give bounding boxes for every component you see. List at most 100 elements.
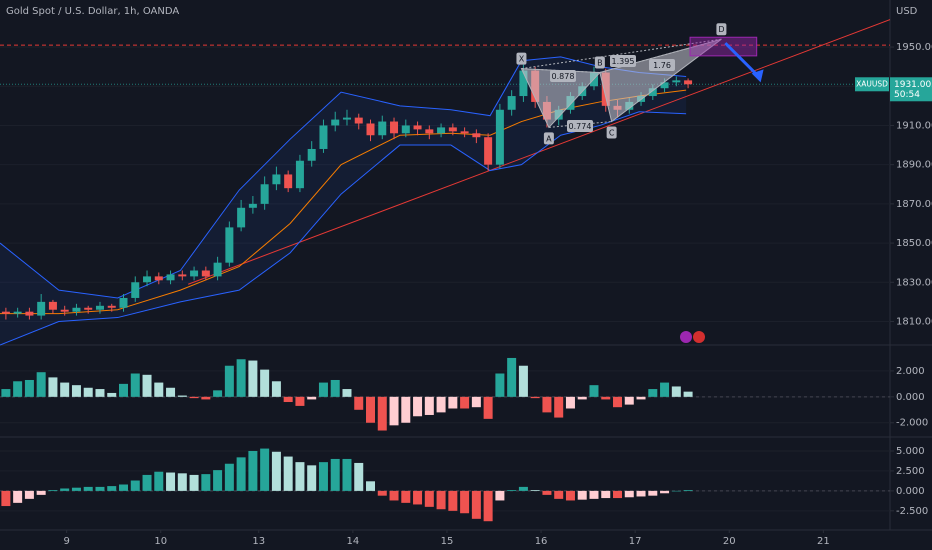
candle-body [331,119,340,126]
candle-body [295,160,304,189]
event-icon[interactable] [680,331,692,343]
pattern-point-box [594,56,605,69]
candle-body [684,80,693,85]
histogram-bar [342,389,352,397]
histogram-bar [413,490,423,505]
candle-body [437,127,446,134]
histogram-bar [577,396,587,400]
histogram-bar [436,396,446,413]
histogram-bar [377,490,387,496]
histogram-bar [648,389,658,397]
y-tick-label: 1910.000 [896,120,932,131]
x-tick-label: 15 [441,536,454,547]
pattern-ratio-line [521,68,600,74]
candle-body [342,117,351,120]
candle-body [237,207,246,228]
histogram-bar [389,396,399,426]
histogram-bar [518,365,528,397]
histogram-bar [95,486,105,491]
histogram-bar [283,456,293,491]
histogram-bar [36,490,46,495]
histogram-bar [213,390,223,397]
histogram-bar [36,372,46,397]
y-tick-label: 1850.000 [896,238,932,249]
histogram-bar [107,486,117,491]
candle-body [131,282,140,298]
ratio-box [649,59,675,71]
candle-body [425,129,434,134]
ratio-box [550,70,576,82]
y-tick-label: -2.500 [896,506,928,517]
candle-body [660,82,669,89]
histogram-bar [401,396,411,423]
histogram-bar [283,396,293,403]
histogram-bar [624,490,634,498]
candle-body [460,131,469,134]
histogram-bar [377,396,387,431]
candle-body [95,305,104,310]
price-box [890,77,932,102]
histogram-bar [166,387,176,397]
histogram-bar [389,490,399,501]
histogram-bar [330,379,340,397]
ratio-label: 1.76 [653,61,671,70]
histogram-bar [366,481,376,491]
candle-body [672,80,681,83]
x-tick-label: 13 [252,536,265,547]
histogram-bar [177,395,187,397]
histogram-bar [260,369,270,397]
histogram-bar [83,387,93,397]
y-tick-label: -2.000 [896,418,928,429]
histogram-bar [271,381,281,397]
histogram-bar [260,448,270,491]
histogram-bar [189,474,199,491]
histogram-bar [48,490,58,491]
histogram-bar [460,490,470,514]
histogram-bar [295,396,305,406]
event-icon[interactable] [693,331,705,343]
pattern-point-label: X [519,55,525,64]
histogram-bar [271,451,281,491]
pattern-leg [599,38,722,123]
histogram-bar [671,386,681,397]
histogram-bar [142,474,152,491]
histogram-bar [424,490,434,507]
histogram-bar [613,490,623,499]
histogram-bar [213,470,223,491]
candle-body [154,276,163,281]
histogram-bar [554,490,564,499]
histogram-bar [24,379,34,397]
histogram-bar [166,472,176,491]
histogram-bar [601,396,611,400]
histogram-bar [636,490,646,497]
histogram-bar [307,396,317,400]
histogram-bar [660,382,670,397]
histogram-bar [565,490,575,501]
histogram-bar [495,373,505,397]
histogram-bar [201,396,211,400]
histogram-bar [318,382,328,397]
histogram-bar [483,490,493,522]
histogram-bar [248,360,258,397]
candle-body [107,305,116,308]
histogram-bar [448,490,458,511]
histogram-bar [130,480,140,491]
histogram-bar [330,458,340,491]
ratio-box [610,55,636,67]
candle-body [25,311,34,316]
histogram-bar [436,490,446,510]
histogram-bar [589,385,599,397]
pattern-point-box [606,126,617,139]
histogram-bar [60,382,70,397]
histogram-bar [460,396,470,409]
histogram-bar [1,389,11,397]
histogram-bar [471,396,481,408]
pattern-point-label: A [546,134,552,143]
candle-body [319,125,328,149]
candle-body [143,276,152,283]
histogram-bar [107,392,117,397]
histogram-bar [154,471,164,491]
band-fill [0,56,687,346]
histogram-bar [366,396,376,423]
